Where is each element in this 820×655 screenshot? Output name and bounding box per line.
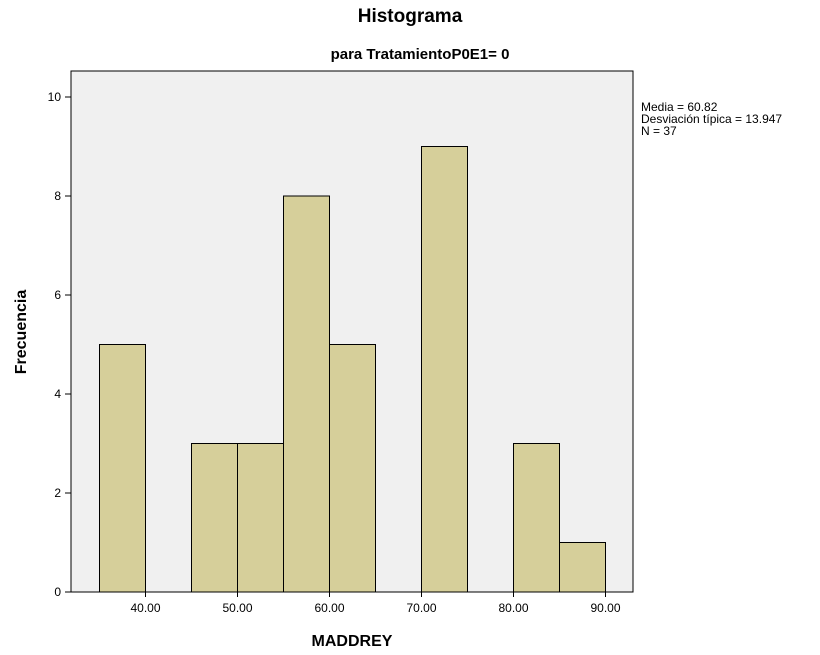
histogram-bar-60-65: [329, 344, 376, 593]
std-dev-label: Desviación típica = 13.947: [641, 112, 783, 126]
x-tick-label: 90.00: [590, 601, 620, 615]
histogram-bar-80-85: [513, 443, 560, 593]
y-tick-label: 0: [54, 585, 61, 599]
x-axis-title: MADDREY: [312, 633, 393, 650]
histogram-bar-45-50: [191, 443, 238, 593]
y-tick-label: 2: [54, 486, 61, 500]
y-axis: 0 2 4 6 8 10: [48, 90, 71, 599]
y-tick-label: 4: [54, 387, 61, 401]
histogram-bar-85-90: [559, 542, 606, 593]
x-tick-label: 80.00: [498, 601, 528, 615]
x-tick-label: 70.00: [406, 601, 436, 615]
y-axis-title: Frecuencia: [13, 290, 30, 375]
bars-group: [99, 146, 606, 593]
x-tick-label: 50.00: [222, 601, 252, 615]
x-tick-label: 40.00: [130, 601, 160, 615]
chart-title: Histograma: [357, 6, 463, 27]
histogram-bar-35-40: [99, 344, 146, 593]
x-axis: 40.00 50.00 60.00 70.00 80.00 90.00: [130, 592, 621, 615]
y-tick-label: 8: [54, 189, 61, 203]
histogram-bar-50-55: [237, 443, 284, 593]
mean-label: Media = 60.82: [641, 100, 718, 114]
chart-subtitle: para TratamientoP0E1= 0: [330, 46, 510, 63]
statistics-legend: Media = 60.82 Desviación típica = 13.947…: [641, 101, 782, 137]
y-tick-label: 10: [48, 90, 62, 104]
histogram-bar-70-75: [421, 146, 468, 593]
n-label: N = 37: [641, 124, 677, 138]
x-tick-label: 60.00: [314, 601, 344, 615]
y-tick-label: 6: [54, 288, 61, 302]
histogram-bar-55-60: [283, 195, 330, 593]
